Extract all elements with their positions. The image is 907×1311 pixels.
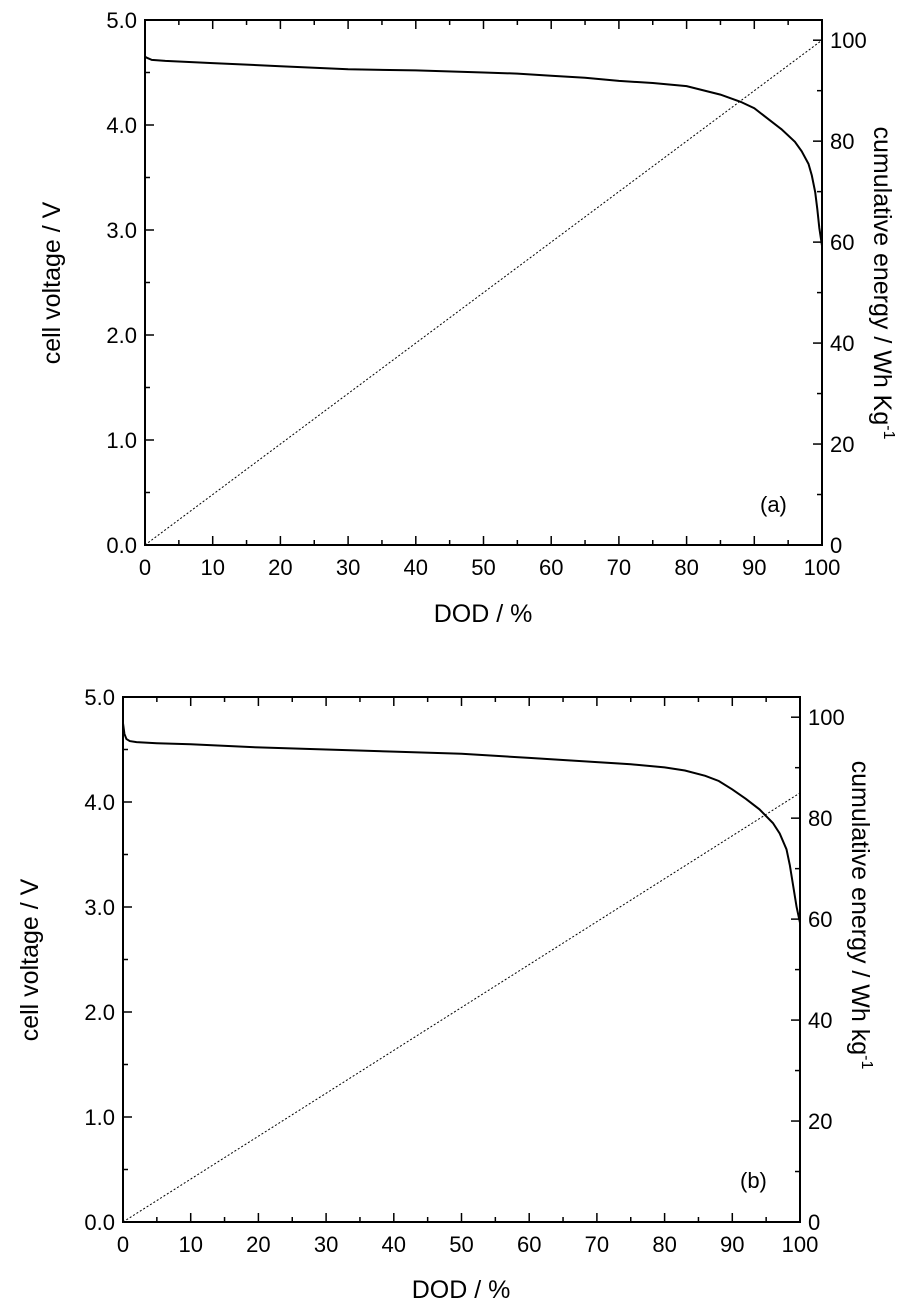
panel-label-a: (a): [760, 492, 787, 517]
chart-panel-b: 0 10 20 30 40 50 60 70 80 90 100 0.0 1.0 2.0 3.0 4.0 5.0…: [16, 685, 875, 1304]
tick-labels-a: 0 10 20 30 40 50 60 70 80 90 100 0.0 1.0 2.0 3.0 4.0 5.0…: [106, 8, 866, 580]
y-tick-label: 2.0: [106, 323, 137, 348]
y-right-axis-title-b: cumulative energy / Wh kg-1: [846, 761, 875, 1070]
y-right-tick-label: 60: [830, 230, 854, 255]
y-right-tick-label: 20: [830, 432, 854, 457]
cumulative-energy-line: [122, 792, 801, 1223]
x-tick-label: 70: [607, 555, 631, 580]
y-tick-label: 2.0: [84, 1000, 115, 1025]
y-right-tick-label: 100: [808, 705, 845, 730]
tick-labels-b: 0 10 20 30 40 50 60 70 80 90 100 0.0 1.0 2.0 3.0 4.0 5.0…: [84, 685, 844, 1257]
ticks-b: [122, 696, 801, 1223]
y-tick-label: 0.0: [84, 1210, 115, 1235]
x-tick-label: 50: [449, 1232, 473, 1257]
y-right-tick-label: 100: [830, 28, 867, 53]
x-tick-label: 80: [652, 1232, 676, 1257]
x-tick-label: 70: [585, 1232, 609, 1257]
cumulative-energy-line: [144, 39, 823, 546]
y-tick-label: 5.0: [106, 8, 137, 33]
y-tick-label: 4.0: [84, 790, 115, 815]
ticks-a: [144, 19, 823, 546]
series-a: [144, 39, 823, 546]
x-tick-label: 0: [117, 1232, 129, 1257]
x-tick-label: 20: [246, 1232, 270, 1257]
x-tick-label: 50: [471, 555, 495, 580]
x-tick-label: 90: [720, 1232, 744, 1257]
panel-label-b: (b): [740, 1168, 767, 1193]
x-tick-label: 10: [200, 555, 224, 580]
x-tick-label: 90: [742, 555, 766, 580]
y-right-tick-label: 20: [808, 1109, 832, 1134]
y-right-tick-label: 0: [830, 533, 842, 558]
y-axis-title-b: cell voltage / V: [16, 878, 44, 1041]
y-tick-label: 3.0: [106, 218, 137, 243]
x-tick-label: 60: [517, 1232, 541, 1257]
plot-frame-a: [144, 19, 823, 546]
y-tick-label: 1.0: [84, 1105, 115, 1130]
x-tick-label: 60: [539, 555, 563, 580]
y-right-tick-label: 0: [808, 1210, 820, 1235]
y-tick-label: 0.0: [106, 533, 137, 558]
y-tick-label: 5.0: [84, 685, 115, 710]
y-right-tick-label: 80: [830, 129, 854, 154]
y-right-tick-label: 80: [808, 806, 832, 831]
y-axis-title-a: cell voltage / V: [38, 201, 66, 364]
series-b: [122, 723, 801, 1223]
x-tick-label: 80: [674, 555, 698, 580]
x-axis-title-b: DOD / %: [412, 1276, 511, 1304]
plot-frame-b: [122, 696, 801, 1223]
y-tick-label: 3.0: [84, 895, 115, 920]
x-tick-label: 30: [336, 555, 360, 580]
x-tick-label: 0: [139, 555, 151, 580]
y-right-axis-title-a: cumulative energy / Wh Kg-1: [868, 127, 897, 440]
y-right-tick-label: 40: [830, 331, 854, 356]
x-tick-label: 20: [268, 555, 292, 580]
y-tick-label: 4.0: [106, 113, 137, 138]
y-right-tick-label: 40: [808, 1008, 832, 1033]
y-tick-label: 1.0: [106, 428, 137, 453]
x-tick-label: 40: [404, 555, 428, 580]
chart-panel-a: 0 10 20 30 40 50 60 70 80 90 100 0.0 1.0 2.0 3.0 4.0 5.0…: [38, 8, 897, 628]
x-tick-label: 40: [382, 1232, 406, 1257]
cell-voltage-line: [144, 55, 823, 246]
x-axis-title-a: DOD / %: [434, 600, 533, 628]
x-tick-label: 100: [782, 1232, 819, 1257]
y-right-tick-label: 60: [808, 907, 832, 932]
x-tick-label: 10: [178, 1232, 202, 1257]
x-tick-label: 30: [314, 1232, 338, 1257]
x-tick-label: 100: [804, 555, 841, 580]
cell-voltage-line: [122, 723, 801, 924]
